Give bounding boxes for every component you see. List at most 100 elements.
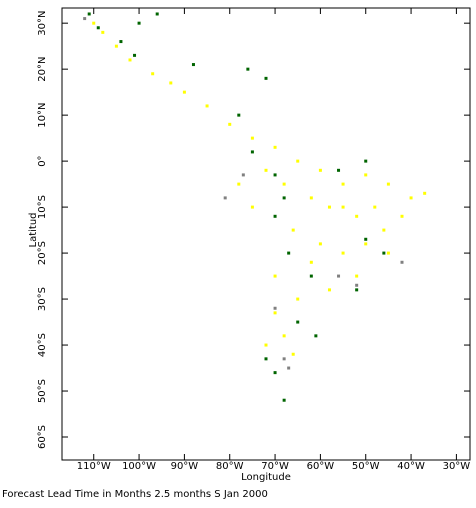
grid-cell xyxy=(282,357,286,361)
grid-cell xyxy=(314,334,318,338)
grid-cell xyxy=(237,182,241,186)
grid-cell xyxy=(205,104,209,108)
grid-cell xyxy=(287,366,291,370)
y-tick-label: 0° xyxy=(37,155,48,166)
caption: Forecast Lead Time in Months 2.5 months … xyxy=(2,489,268,500)
grid-cell xyxy=(273,371,277,375)
x-tick-label: 90°W xyxy=(171,461,199,472)
grid-cell xyxy=(273,173,277,177)
grid-cell xyxy=(96,26,100,30)
y-tick-label: 20°S xyxy=(37,241,48,265)
grid-cell xyxy=(327,205,331,209)
grid-cell xyxy=(282,398,286,402)
grid-cell xyxy=(273,306,277,310)
grid-cell xyxy=(382,251,386,255)
grid-cell xyxy=(237,113,241,117)
grid-cell xyxy=(373,205,377,209)
grid-cell xyxy=(355,288,359,292)
grid-cell xyxy=(264,343,268,347)
grid-cell xyxy=(296,320,300,324)
grid-cell xyxy=(318,168,322,172)
grid-cell xyxy=(137,21,141,25)
grid-cell xyxy=(282,334,286,338)
grid-cell xyxy=(87,12,91,16)
grid-cell xyxy=(337,168,341,172)
grid-cell xyxy=(341,182,345,186)
grid-cell xyxy=(169,81,173,85)
x-tick-label: 100°W xyxy=(122,461,156,472)
grid-cell xyxy=(282,182,286,186)
grid-cell xyxy=(291,352,295,356)
grid-cell xyxy=(273,214,277,218)
grid-cell xyxy=(341,251,345,255)
grid-cell xyxy=(151,72,155,76)
x-tick-label: 70°W xyxy=(261,461,289,472)
grid-cell xyxy=(155,12,159,16)
grid-cell xyxy=(337,274,341,278)
grid-cell xyxy=(355,274,359,278)
y-tick-label: 30°S xyxy=(37,287,48,311)
grid-cell xyxy=(318,242,322,246)
grid-cell xyxy=(114,44,118,48)
grid-cell xyxy=(273,145,277,149)
y-tick-label: 40°S xyxy=(37,333,48,357)
y-tick-label: 50°S xyxy=(37,379,48,403)
grid-cell xyxy=(119,40,123,44)
grid-cell xyxy=(228,122,232,126)
grid-cell xyxy=(327,288,331,292)
grid-cell xyxy=(296,297,300,301)
y-tick-label: 30°N xyxy=(37,11,48,36)
y-tick-label: 20°N xyxy=(37,57,48,82)
grid-cell xyxy=(386,251,390,255)
y-tick-label: 60°S xyxy=(37,425,48,449)
grid-cell xyxy=(364,242,368,246)
grid-cell xyxy=(273,274,277,278)
grid-cell xyxy=(250,150,254,154)
grid-cell xyxy=(223,196,227,200)
grid-cell xyxy=(128,58,132,62)
grid-cell xyxy=(364,159,368,163)
grid-cell xyxy=(92,21,96,25)
grid-cell xyxy=(250,136,254,140)
grid-cell xyxy=(355,214,359,218)
y-tick-label: 10°N xyxy=(37,103,48,128)
grid-cell xyxy=(309,260,313,264)
grid-cell xyxy=(246,67,250,71)
grid-cell xyxy=(309,196,313,200)
grid-cell xyxy=(282,196,286,200)
grid-cell xyxy=(250,205,254,209)
grid-cell xyxy=(409,196,413,200)
grid-cell xyxy=(287,251,291,255)
grid-cell xyxy=(355,283,359,287)
grid-cell xyxy=(133,53,137,57)
grid-cell xyxy=(364,237,368,241)
x-tick-label: 50°W xyxy=(352,461,380,472)
grid-cell xyxy=(101,30,105,34)
x-tick-label: 30°W xyxy=(443,461,471,472)
grid-cell xyxy=(241,173,245,177)
grid-cell xyxy=(382,228,386,232)
x-tick-label: 40°W xyxy=(397,461,425,472)
plot-frame xyxy=(61,7,471,461)
grid-cell xyxy=(386,182,390,186)
x-tick-label: 110°W xyxy=(77,461,111,472)
grid-cell xyxy=(400,214,404,218)
grid-cell xyxy=(309,274,313,278)
grid-cell xyxy=(291,228,295,232)
x-tick-label: 60°W xyxy=(307,461,335,472)
grid-cell xyxy=(341,205,345,209)
grid-cell xyxy=(264,168,268,172)
y-axis-label: Latitud xyxy=(28,212,39,247)
y-tick-label: 10°S xyxy=(37,195,48,219)
grid-cell xyxy=(182,90,186,94)
x-axis-label: Longitude xyxy=(241,472,291,483)
grid-cell xyxy=(423,191,427,195)
grid-cell xyxy=(264,76,268,80)
grid-cell xyxy=(191,63,195,67)
grid-cell xyxy=(264,357,268,361)
grid-cell xyxy=(364,173,368,177)
grid-cell xyxy=(83,17,87,21)
grid-cell xyxy=(400,260,404,264)
x-tick-label: 80°W xyxy=(216,461,244,472)
